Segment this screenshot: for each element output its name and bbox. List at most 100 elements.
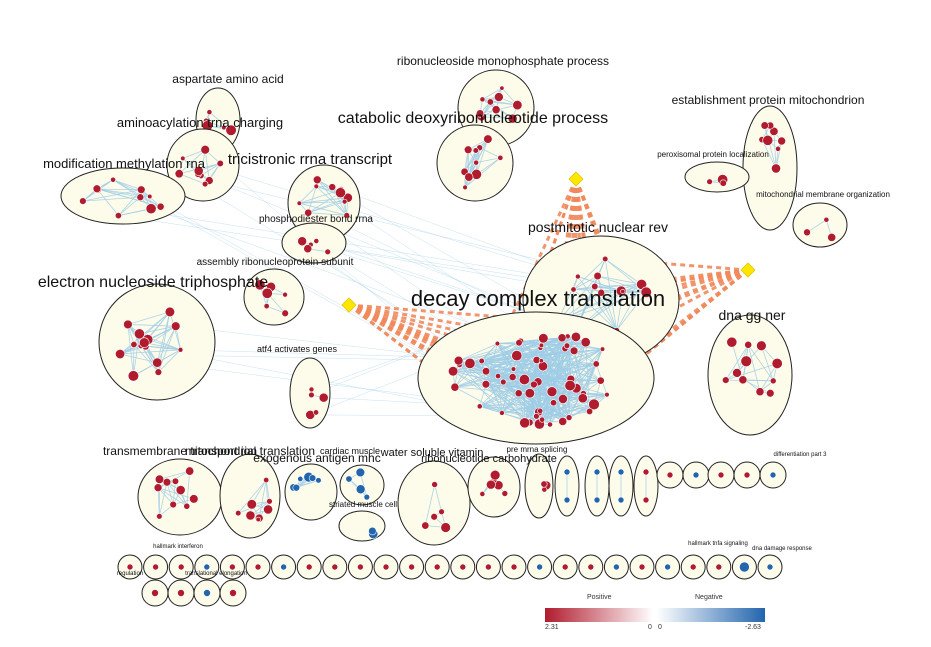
- gene-set-node[interactable]: [546, 386, 558, 398]
- gene-set-node[interactable]: [563, 468, 571, 476]
- gene-set-node[interactable]: [537, 361, 548, 372]
- gene-set-node[interactable]: [537, 407, 544, 414]
- gene-set-node[interactable]: [282, 291, 288, 298]
- gene-set-node[interactable]: [464, 172, 474, 182]
- gene-set-node[interactable]: [473, 159, 480, 166]
- gene-set-node[interactable]: [126, 563, 134, 571]
- gene-set-node[interactable]: [495, 373, 502, 380]
- gene-set-node[interactable]: [715, 563, 723, 571]
- gene-set-node[interactable]: [533, 413, 540, 420]
- gene-set-node[interactable]: [115, 349, 126, 360]
- gene-set-node[interactable]: [738, 375, 748, 385]
- gene-set-node[interactable]: [263, 504, 273, 515]
- gene-set-node[interactable]: [569, 346, 579, 356]
- gene-set-node[interactable]: [328, 183, 337, 191]
- gene-set-node[interactable]: [206, 109, 213, 116]
- gene-set-node[interactable]: [692, 471, 700, 479]
- gene-set-node[interactable]: [203, 563, 211, 571]
- gene-set-node[interactable]: [162, 478, 172, 487]
- gene-set-node[interactable]: [494, 92, 504, 102]
- gene-set-node[interactable]: [481, 380, 491, 389]
- gene-set-node[interactable]: [123, 319, 133, 330]
- gene-set-node[interactable]: [620, 288, 626, 294]
- gene-set-node[interactable]: [597, 288, 606, 297]
- gene-set-node[interactable]: [588, 398, 600, 411]
- gene-set-node[interactable]: [430, 513, 438, 521]
- gene-set-node[interactable]: [152, 563, 159, 571]
- gene-set-node[interactable]: [771, 357, 783, 369]
- gene-set-node[interactable]: [777, 136, 786, 146]
- gene-set-node[interactable]: [557, 333, 567, 343]
- gene-set-node[interactable]: [145, 203, 157, 215]
- gene-set-node[interactable]: [722, 376, 730, 384]
- gene-set-node[interactable]: [743, 471, 751, 479]
- gene-set-node[interactable]: [355, 484, 366, 495]
- gene-set-node[interactable]: [203, 589, 211, 597]
- gene-set-node[interactable]: [766, 563, 774, 571]
- gene-set-node[interactable]: [511, 350, 523, 362]
- gene-set-node[interactable]: [175, 485, 186, 495]
- gene-set-node[interactable]: [823, 216, 830, 223]
- gene-set-node[interactable]: [357, 563, 364, 571]
- gene-set-node[interactable]: [519, 417, 531, 429]
- gene-set-node[interactable]: [304, 208, 313, 217]
- gene-set-node[interactable]: [510, 563, 518, 571]
- gene-set-node[interactable]: [318, 392, 329, 403]
- gene-set-node[interactable]: [185, 466, 195, 476]
- gene-set-node[interactable]: [225, 124, 237, 136]
- gene-set-node[interactable]: [803, 228, 811, 237]
- gene-set-node[interactable]: [689, 563, 697, 571]
- gene-set-node[interactable]: [440, 522, 451, 533]
- gene-set-node[interactable]: [421, 521, 430, 530]
- gene-set-node[interactable]: [518, 374, 530, 386]
- gene-set-node[interactable]: [515, 339, 523, 347]
- gene-set-node[interactable]: [575, 273, 581, 280]
- gene-set-node[interactable]: [263, 303, 270, 310]
- gene-set-node[interactable]: [538, 358, 544, 364]
- gene-set-node[interactable]: [602, 255, 609, 263]
- gene-set-node[interactable]: [110, 176, 116, 183]
- gene-set-node[interactable]: [478, 357, 485, 365]
- gene-set-node[interactable]: [475, 109, 485, 118]
- gene-set-node[interactable]: [719, 179, 727, 187]
- gene-set-node[interactable]: [524, 388, 535, 399]
- gene-set-node[interactable]: [308, 386, 315, 393]
- gene-set-node[interactable]: [438, 508, 445, 515]
- gene-set-node[interactable]: [501, 490, 509, 497]
- gene-set-node[interactable]: [540, 480, 548, 488]
- gene-set-node[interactable]: [177, 346, 184, 353]
- gene-set-node[interactable]: [464, 357, 476, 369]
- gene-set-node[interactable]: [296, 200, 302, 206]
- gene-set-node[interactable]: [216, 159, 224, 168]
- gene-set-node[interactable]: [591, 282, 599, 291]
- gene-set-node[interactable]: [171, 477, 180, 485]
- gene-set-node[interactable]: [587, 563, 595, 571]
- gene-set-node[interactable]: [79, 197, 87, 205]
- gene-set-node[interactable]: [229, 589, 237, 597]
- gene-set-node[interactable]: [613, 563, 620, 571]
- gene-set-node[interactable]: [130, 340, 138, 348]
- gene-set-node[interactable]: [463, 145, 473, 154]
- gene-set-node[interactable]: [305, 563, 313, 571]
- gene-set-node[interactable]: [254, 563, 262, 571]
- gene-set-node[interactable]: [596, 376, 605, 385]
- gene-set-node[interactable]: [580, 337, 591, 348]
- gene-set-node[interactable]: [177, 563, 185, 571]
- gene-set-node[interactable]: [345, 475, 353, 483]
- gene-set-node[interactable]: [508, 373, 517, 381]
- gene-set-node[interactable]: [431, 481, 438, 488]
- gene-set-node[interactable]: [740, 355, 752, 367]
- gene-set-node[interactable]: [138, 337, 150, 348]
- gene-set-node[interactable]: [499, 85, 505, 91]
- gene-set-node[interactable]: [462, 184, 468, 191]
- gene-set-node[interactable]: [558, 417, 568, 426]
- gene-set-node[interactable]: [771, 163, 781, 174]
- gene-set-node[interactable]: [331, 563, 339, 571]
- gene-set-node[interactable]: [355, 467, 366, 478]
- gene-set-node[interactable]: [263, 477, 270, 484]
- gene-set-node[interactable]: [769, 126, 779, 136]
- gene-set-node[interactable]: [292, 483, 301, 492]
- gene-set-node[interactable]: [151, 589, 159, 597]
- gene-set-node[interactable]: [479, 96, 486, 103]
- gene-set-node[interactable]: [541, 486, 548, 493]
